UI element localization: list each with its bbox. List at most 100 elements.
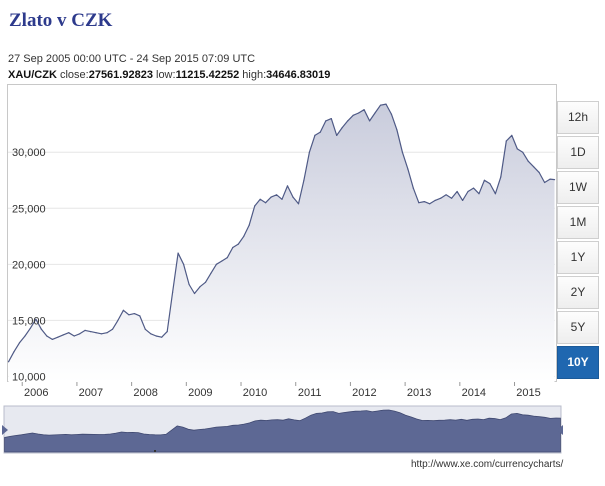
data-point — [462, 199, 464, 201]
data-point — [467, 190, 469, 193]
data-point — [100, 333, 103, 335]
data-point — [161, 336, 163, 338]
data-point — [533, 166, 535, 168]
x-tick-label: 2011 — [298, 387, 322, 399]
data-point — [374, 112, 376, 114]
y-tick-label: 25,000 — [12, 203, 46, 215]
data-point — [505, 140, 507, 142]
data-point — [330, 118, 332, 120]
data-point — [516, 148, 518, 150]
data-point — [210, 272, 212, 274]
data-point — [265, 202, 267, 204]
data-point — [434, 199, 436, 201]
timeframe-button-1w[interactable]: 1W — [557, 171, 599, 204]
data-point — [18, 342, 21, 344]
data-point — [297, 203, 300, 205]
data-point — [472, 187, 475, 189]
data-point — [128, 314, 130, 316]
data-point — [412, 187, 414, 189]
data-point — [35, 318, 37, 320]
source-url[interactable]: http://www.xe.com/currencycharts/ — [411, 459, 564, 470]
data-point — [259, 198, 261, 200]
data-point — [319, 131, 321, 133]
pair-label: XAU/CZK — [8, 69, 57, 81]
series-area — [8, 104, 555, 382]
data-point — [73, 335, 75, 337]
data-point — [270, 196, 272, 198]
data-point — [500, 176, 502, 178]
data-point — [440, 197, 442, 199]
data-point — [352, 114, 354, 116]
data-point — [95, 332, 97, 334]
x-tick-label: 2013 — [407, 387, 431, 399]
timeframe-button-12h[interactable]: 12h — [557, 101, 599, 134]
data-point — [456, 190, 458, 193]
x-tick-label: 2010 — [243, 387, 267, 399]
data-point — [79, 333, 81, 335]
x-tick-label: 2015 — [516, 387, 540, 399]
timeframe-button-5y[interactable]: 5Y — [557, 311, 599, 344]
timeframe-button-1m[interactable]: 1M — [557, 206, 599, 239]
data-point — [232, 246, 234, 249]
pair-stats: XAU/CZK close:27561.92823 low:11215.4225… — [8, 69, 330, 81]
data-point — [483, 179, 485, 181]
data-point — [51, 338, 53, 340]
timeframe-button-1y[interactable]: 1Y — [557, 241, 599, 274]
timeframe-button-2y[interactable]: 2Y — [557, 276, 599, 309]
data-point — [84, 329, 86, 331]
navigator-handle-left[interactable] — [2, 425, 8, 435]
y-tick-label: 20,000 — [12, 259, 46, 271]
timeframe-button-1d[interactable]: 1D — [557, 136, 599, 169]
x-tick-label: 2014 — [462, 387, 486, 399]
data-point — [544, 181, 546, 184]
data-point — [62, 334, 64, 336]
data-point — [221, 260, 223, 262]
data-point — [549, 178, 551, 180]
low-label: low: — [156, 69, 176, 81]
low-value: 11215.42252 — [175, 69, 240, 81]
data-point — [385, 103, 387, 105]
data-point — [341, 127, 343, 129]
data-point — [68, 332, 70, 334]
data-point — [172, 291, 174, 293]
data-point — [144, 328, 146, 330]
timeframe-button-10y[interactable]: 10Y — [557, 346, 599, 379]
data-point — [24, 335, 26, 337]
data-point — [489, 183, 491, 185]
data-point — [494, 193, 496, 195]
data-point — [215, 263, 217, 265]
data-point — [522, 151, 524, 153]
data-point — [254, 205, 256, 207]
data-point — [527, 160, 529, 162]
data-point — [150, 333, 152, 335]
navigator-handle-right[interactable] — [557, 425, 563, 435]
data-point — [451, 197, 453, 199]
data-point — [538, 171, 540, 173]
y-tick-label: 30,000 — [12, 147, 46, 159]
x-tick-label: 2006 — [24, 387, 48, 399]
date-range: 27 Sep 2005 00:00 UTC - 24 Sep 2015 07:0… — [8, 53, 256, 65]
close-label: close: — [59, 69, 89, 81]
high-value: 34646.83019 — [266, 69, 331, 81]
data-point — [46, 335, 48, 337]
data-point — [29, 327, 31, 329]
data-point — [390, 113, 392, 115]
data-point — [363, 109, 365, 111]
data-point — [292, 196, 294, 198]
data-point — [90, 331, 92, 333]
x-tick-label: 2009 — [188, 387, 212, 399]
data-point — [445, 194, 447, 196]
data-point — [122, 309, 124, 311]
data-point — [13, 351, 15, 353]
data-point — [423, 201, 425, 203]
page-title: Zlato v CZK — [9, 10, 113, 31]
x-tick-label: 2012 — [352, 387, 376, 399]
data-point — [396, 129, 398, 131]
y-tick-label: 15,000 — [12, 315, 46, 327]
data-point — [401, 151, 403, 153]
data-point — [188, 283, 190, 286]
data-point — [276, 194, 278, 196]
data-point — [286, 185, 289, 187]
data-point — [314, 134, 316, 136]
